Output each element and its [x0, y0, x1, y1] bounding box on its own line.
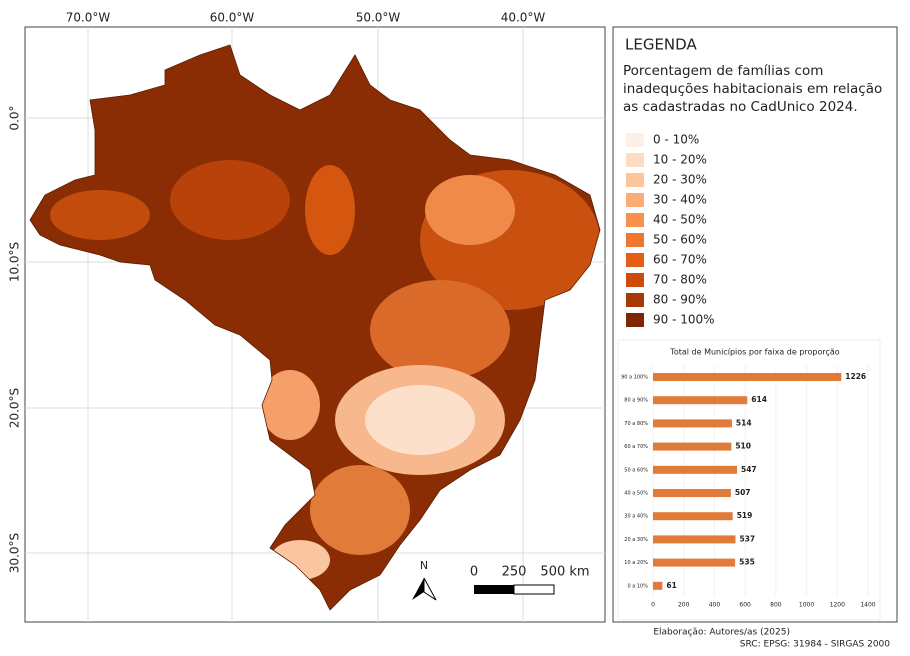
legend-label: 0 - 10%	[653, 133, 699, 147]
legend-swatch	[626, 293, 644, 307]
value-label: 510	[735, 442, 751, 451]
north-arrow	[412, 577, 437, 601]
legend-label: 30 - 40%	[653, 193, 707, 207]
value-label: 61	[666, 581, 676, 590]
bar	[653, 373, 842, 381]
chart-title: Total de Municípios por faixa de proporç…	[669, 348, 840, 357]
value-label: 519	[737, 511, 753, 520]
legend-swatch	[626, 193, 644, 207]
x-tick-label: 0	[651, 602, 655, 609]
legend-label: 20 - 30%	[653, 173, 707, 187]
bar	[653, 581, 663, 590]
legend-swatch	[626, 133, 644, 147]
value-label: 1226	[845, 372, 866, 381]
footer-author: Elaboração: Autores/as (2025)	[653, 628, 790, 638]
legend-label: 10 - 20%	[653, 153, 707, 167]
x-tick-label: 200	[678, 602, 690, 609]
legend-label: 50 - 60%	[653, 233, 707, 247]
y-tick-label: 50 a 60%	[624, 467, 648, 473]
x-tick-label: 1400	[860, 602, 875, 609]
legend-swatch	[626, 173, 644, 187]
y-tick-label: 80 a 90%	[624, 398, 648, 404]
legend-label: 90 - 100%	[653, 313, 715, 327]
y-tick-label: 90 a 100%	[621, 375, 648, 381]
legend-swatch	[626, 253, 644, 267]
latitude-label: 0.0°	[8, 105, 22, 130]
x-tick-label: 1200	[830, 602, 845, 609]
legend-label: 40 - 50%	[653, 213, 707, 227]
y-tick-label: 70 a 80%	[624, 421, 648, 427]
value-label: 547	[741, 465, 757, 474]
value-label: 507	[735, 488, 751, 497]
latitude-label: 30.0°S	[8, 533, 22, 573]
x-tick-label: 1000	[799, 602, 814, 609]
legend-swatch	[626, 153, 644, 167]
x-tick-label: 400	[709, 602, 721, 609]
scale-bar	[474, 584, 555, 595]
value-label: 614	[751, 395, 767, 404]
scale-label: 250	[502, 565, 527, 580]
value-label: 514	[736, 418, 752, 427]
bar	[653, 512, 733, 521]
legend-label: 60 - 70%	[653, 253, 707, 267]
legend-label: 80 - 90%	[653, 293, 707, 307]
value-label: 537	[739, 534, 755, 543]
x-tick-label: 600	[739, 602, 751, 609]
scale-label: 500 km	[540, 565, 589, 580]
scale-label: 0	[470, 565, 478, 580]
longitude-label: 50.0°W	[356, 11, 401, 25]
legend-swatch	[626, 213, 644, 227]
x-tick-label: 800	[770, 602, 782, 609]
longitude-label: 60.0°W	[210, 11, 255, 25]
y-tick-label: 30 a 40%	[624, 514, 648, 520]
longitude-label: 70.0°W	[66, 11, 111, 25]
legend-swatch	[626, 313, 644, 327]
y-tick-label: 0 a 10%	[627, 583, 648, 589]
latitude-label: 20.0°S	[8, 388, 22, 428]
footer-crs: SRC: EPSG: 31984 - SIRGAS 2000	[740, 640, 890, 650]
legend-title: LEGENDA	[625, 36, 697, 54]
legend-label: 70 - 80%	[653, 273, 707, 287]
bar	[653, 396, 748, 405]
y-tick-label: 60 a 70%	[624, 444, 648, 450]
bar	[653, 442, 732, 451]
y-tick-label: 40 a 50%	[624, 491, 648, 497]
latitude-label: 10.0°S	[8, 242, 22, 282]
bar	[653, 419, 732, 428]
chart-frame	[617, 339, 881, 621]
bar	[653, 465, 738, 474]
bar	[653, 558, 736, 567]
north-label: N	[420, 559, 428, 572]
legend-swatch	[626, 233, 644, 247]
bar	[653, 489, 731, 497]
value-label: 535	[739, 558, 755, 567]
legend-swatch	[626, 273, 644, 287]
legend-description: Porcentagem de famílias com inadequções …	[623, 63, 883, 115]
brazil-outline	[29, 44, 601, 611]
longitude-label: 40.0°W	[501, 11, 546, 25]
y-tick-label: 20 a 30%	[624, 537, 648, 543]
y-tick-label: 10 a 20%	[624, 560, 648, 566]
bar	[653, 535, 736, 544]
legend-description-box: Porcentagem de famílias com inadequções …	[623, 63, 883, 115]
